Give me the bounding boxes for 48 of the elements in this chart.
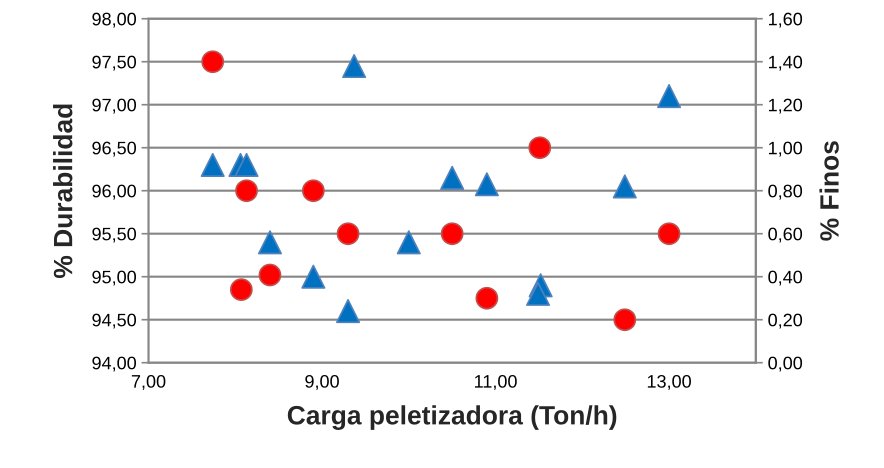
- y2-tick-label: 0,60: [768, 228, 802, 243]
- point: [234, 152, 259, 177]
- point: [235, 179, 258, 202]
- y-tick-label: 96,50: [92, 142, 136, 157]
- point: [258, 230, 282, 254]
- y2-tick-label: 1,60: [769, 12, 802, 28]
- y-tick-label: 95,50: [92, 228, 136, 243]
- y2-tick-label: 0,20: [768, 314, 802, 329]
- point: [230, 278, 253, 301]
- point: [336, 222, 360, 246]
- point: [526, 282, 550, 306]
- y-tick-label: 97,50: [92, 56, 136, 71]
- x-axis-title: Carga peletizadora (Ton/h): [288, 405, 616, 430]
- y2-tick-label: 0,00: [768, 356, 802, 372]
- y-tick-label: 96,00: [92, 184, 136, 200]
- point: [200, 152, 225, 177]
- point: [258, 264, 282, 286]
- y-axis-title: % Durabilidad: [53, 104, 72, 278]
- y-tick-label: 97,00: [92, 98, 136, 114]
- y-tick-label: 98,00: [92, 12, 136, 28]
- point: [474, 172, 499, 196]
- x-tick-label: 11,00: [475, 374, 517, 390]
- y-tick-label: 94,50: [92, 314, 136, 329]
- point: [440, 166, 464, 190]
- point: [336, 299, 360, 324]
- y2-tick-label: 1,40: [769, 56, 802, 71]
- point: [440, 222, 464, 246]
- point: [301, 264, 326, 289]
- point: [658, 222, 680, 246]
- y2-axis-title: % Finos: [819, 141, 839, 241]
- point: [657, 84, 682, 108]
- point: [528, 136, 552, 160]
- y-tick-label: 95,00: [92, 270, 136, 286]
- y2-tick-label: 0,80: [768, 184, 802, 200]
- y2-tick-label: 1,20: [769, 98, 802, 114]
- x-tick-label: 13,00: [648, 374, 691, 390]
- point: [612, 174, 637, 198]
- y2-tick-label: 0,40: [768, 270, 802, 286]
- point: [201, 50, 224, 74]
- y2-tick-label: 1,00: [769, 142, 802, 157]
- point: [342, 54, 366, 78]
- x-tick-label: 9,00: [305, 374, 339, 390]
- point: [396, 230, 421, 254]
- point: [476, 286, 498, 310]
- x-tick-label: 7,00: [132, 374, 166, 390]
- y-tick-label: 94,00: [92, 356, 136, 372]
- point: [302, 179, 325, 202]
- point: [613, 308, 636, 332]
